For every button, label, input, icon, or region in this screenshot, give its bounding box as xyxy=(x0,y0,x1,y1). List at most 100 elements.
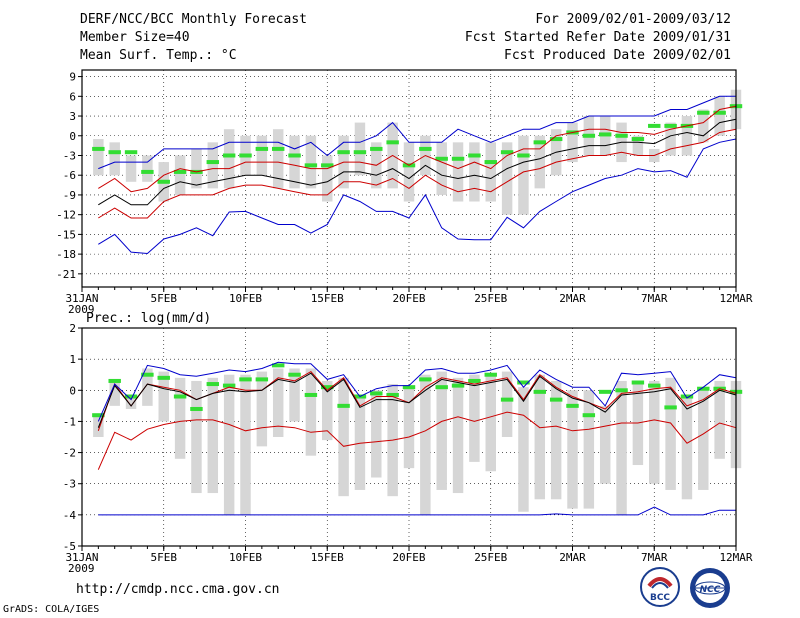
observation-marker xyxy=(435,156,448,161)
observation-marker xyxy=(92,413,105,418)
x-tick-label: 5FEB xyxy=(151,551,178,564)
series-line-min xyxy=(98,506,736,516)
observation-marker xyxy=(566,403,579,408)
ensemble-box xyxy=(665,122,676,156)
y-tick-label: 6 xyxy=(69,90,76,103)
ensemble-box xyxy=(518,135,529,215)
x-tick-label: 7MAR xyxy=(641,551,668,564)
x-tick-label: 12MAR xyxy=(719,292,752,305)
panel-title: Prec.: log(mm/d) xyxy=(86,311,211,326)
observation-marker xyxy=(157,375,170,380)
ensemble-box xyxy=(567,390,578,509)
ensemble-box xyxy=(289,368,300,422)
observation-marker xyxy=(713,110,726,115)
y-tick-label: 3 xyxy=(69,110,76,123)
series-line-lower xyxy=(97,411,737,470)
observation-marker xyxy=(533,140,547,145)
observation-marker xyxy=(517,380,530,385)
x-tick-sublabel: 2009 xyxy=(68,562,95,575)
y-tick-label: -1 xyxy=(63,415,76,428)
ensemble-box xyxy=(125,396,137,409)
ensemble-box xyxy=(403,387,415,469)
series-line-mean xyxy=(97,372,737,428)
ensemble-box xyxy=(354,122,366,176)
ensemble-box xyxy=(207,142,219,189)
ensemble-box xyxy=(223,374,235,515)
ensemble-box xyxy=(93,139,104,176)
ensemble-box xyxy=(583,390,595,509)
ensemble-box xyxy=(501,371,513,437)
x-tick-label: 7MAR xyxy=(641,292,668,305)
observation-marker xyxy=(680,394,694,399)
x-tick-label: 20FEB xyxy=(392,292,425,305)
ensemble-box xyxy=(142,368,153,406)
y-tick-label: -6 xyxy=(63,169,76,182)
observation-marker xyxy=(419,377,432,382)
observation-marker xyxy=(451,383,465,388)
observation-marker xyxy=(190,406,203,411)
x-tick-label: 5FEB xyxy=(151,292,178,305)
ensemble-box xyxy=(256,371,268,447)
variable-label: Mean Surf. Temp.: °C xyxy=(80,48,237,63)
ensemble-box xyxy=(485,142,496,202)
observation-marker xyxy=(598,389,612,394)
series-line-upper xyxy=(98,105,737,193)
observation-marker xyxy=(500,150,514,155)
x-tick-label: 12MAR xyxy=(719,551,752,564)
y-tick-label: -15 xyxy=(56,228,76,241)
observation-marker xyxy=(271,146,285,151)
ensemble-box xyxy=(534,135,546,189)
ensemble-box xyxy=(158,371,169,422)
ensemble-box xyxy=(452,377,464,494)
observation-marker xyxy=(206,382,220,387)
ensemble-box xyxy=(289,135,300,189)
observation-marker xyxy=(549,137,563,142)
ensemble-box xyxy=(567,122,578,163)
series-line-lower xyxy=(98,128,737,219)
y-tick-label: -21 xyxy=(56,268,76,281)
x-tick-label: 2MAR xyxy=(559,551,586,564)
observation-marker xyxy=(468,153,481,158)
observation-marker xyxy=(598,132,612,137)
observation-marker xyxy=(288,372,301,377)
y-tick-label: 0 xyxy=(69,384,76,397)
observation-marker xyxy=(141,169,154,174)
x-tick-label: 15FEB xyxy=(311,551,344,564)
forecast-period: For 2009/02/01-2009/03/12 xyxy=(535,12,731,27)
y-tick-label: -5 xyxy=(63,540,76,553)
observation-marker xyxy=(500,397,514,402)
y-tick-label: -18 xyxy=(56,248,76,261)
y-tick-label: 1 xyxy=(69,353,76,366)
ensemble-box xyxy=(93,415,104,437)
chart-title: DERF/NCC/BCC Monthly Forecast xyxy=(80,12,307,27)
y-tick-label: -2 xyxy=(63,447,76,460)
observation-marker xyxy=(549,397,563,402)
ensemble-box xyxy=(681,116,693,156)
observation-marker xyxy=(484,372,497,377)
ensemble-box xyxy=(322,155,333,202)
observation-marker xyxy=(402,385,416,390)
ensemble-box xyxy=(469,374,480,462)
ensemble-box xyxy=(109,142,120,176)
ensemble-box xyxy=(223,129,235,189)
observation-marker xyxy=(173,169,187,174)
ensemble-box xyxy=(403,142,415,202)
observation-marker xyxy=(386,140,399,145)
y-tick-label: -3 xyxy=(63,478,76,491)
observation-marker xyxy=(631,137,645,142)
observation-marker xyxy=(239,377,252,382)
observation-marker xyxy=(271,363,285,368)
ensemble-box xyxy=(240,374,251,515)
series-line-max xyxy=(98,95,736,170)
ensemble-box xyxy=(698,109,709,143)
y-tick-label: 2 xyxy=(69,322,76,335)
ensemble-box xyxy=(305,135,317,189)
ensemble-box xyxy=(681,396,693,500)
observation-marker xyxy=(157,179,170,184)
ensemble-box xyxy=(698,390,709,490)
observation-marker xyxy=(386,392,399,397)
website-link[interactable]: http://cmdp.ncc.cma.gov.cn xyxy=(76,582,280,597)
observation-marker xyxy=(615,388,628,393)
ensemble-box xyxy=(550,380,562,500)
